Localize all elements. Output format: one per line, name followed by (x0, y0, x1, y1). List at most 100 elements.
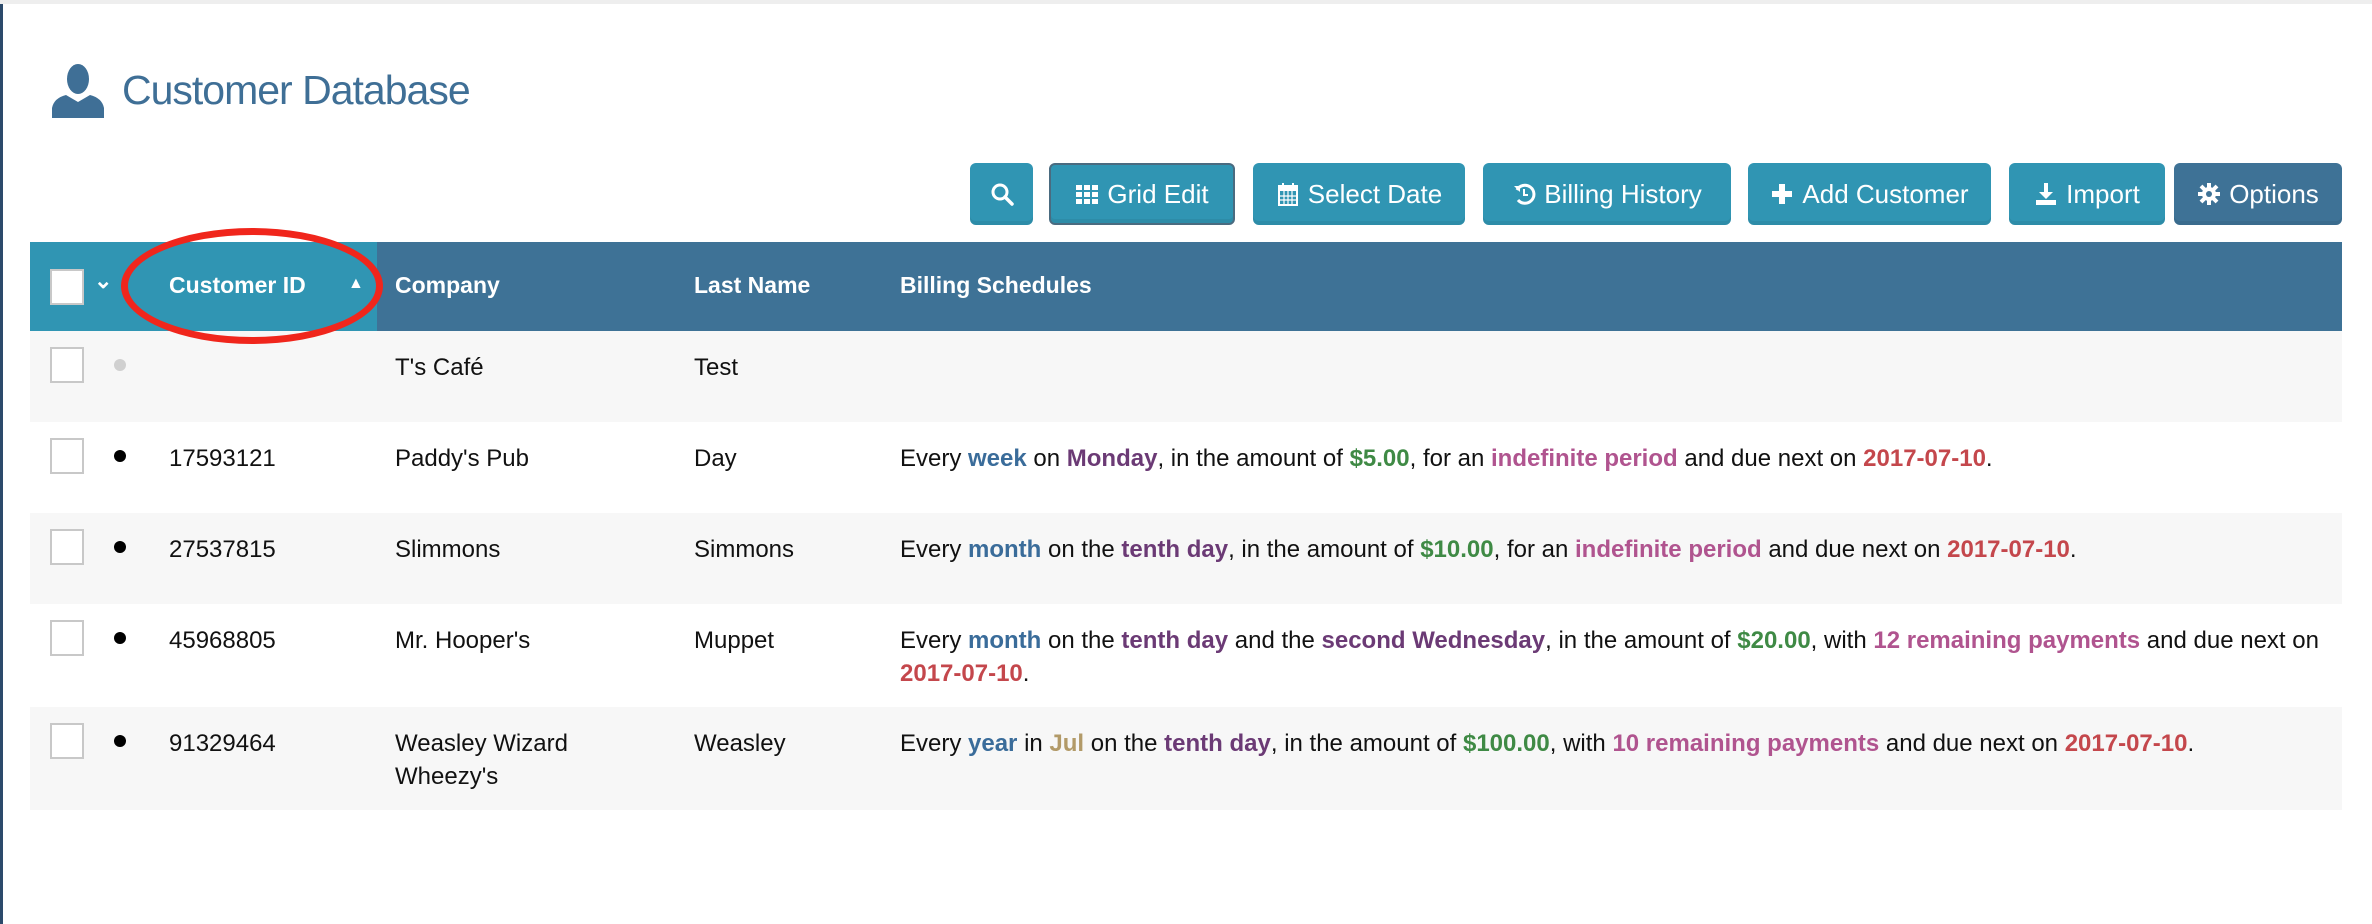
column-header-last-name[interactable]: Last Name (694, 272, 811, 298)
billing-day: Monday (1066, 445, 1158, 472)
annotation-circle (121, 228, 383, 344)
billing-date: 2017-07-10 (1863, 445, 1986, 472)
billing-text: . (1985, 445, 1993, 472)
left-border (0, 4, 3, 924)
table-body: T's Café Test 17593121 Paddy's Pub Day Every … (30, 331, 2342, 810)
row-checkbox[interactable] (50, 438, 84, 474)
billing-amount: $10.00 (1420, 536, 1494, 563)
billing-period: month (968, 627, 1042, 654)
table-row[interactable]: 27537815 Slimmons Simmons Every month on th… (30, 513, 2342, 604)
billing-text: on the (1084, 730, 1165, 757)
calendar-icon (1277, 183, 1298, 206)
status-dot (114, 359, 126, 371)
column-header-billing-schedules[interactable]: Billing Schedules (900, 272, 1092, 298)
billing-text: , for an (1493, 536, 1575, 563)
add-customer-label: Add Customer (1802, 178, 1969, 209)
options-button[interactable]: Options (2174, 163, 2342, 225)
billing-schedule-cell: Every month on the tenth day, in the amo… (900, 533, 2320, 566)
row-checkbox[interactable] (50, 723, 84, 759)
row-checkbox[interactable] (50, 347, 84, 383)
options-label: Options (2229, 178, 2319, 209)
billing-day: tenth day (1121, 536, 1229, 563)
import-label: Import (2066, 178, 2140, 209)
table-row[interactable]: 45968805 Mr. Hooper's Muppet Every month on… (30, 604, 2342, 707)
billing-text: and due next on (1761, 536, 1948, 563)
search-button[interactable] (970, 163, 1033, 225)
billing-text: , in the amount of (1228, 536, 1421, 563)
last-name-cell: Simmons (694, 536, 795, 563)
row-checkbox[interactable] (50, 620, 84, 656)
billing-date: 2017-07-10 (2064, 730, 2188, 757)
billing-text: , in the amount of (1545, 627, 1738, 654)
billing-history-label: Billing History (1544, 178, 1702, 209)
billing-text: and due next on (1677, 445, 1864, 472)
page-header: Customer Database (50, 62, 471, 118)
billing-text: Every (900, 730, 969, 757)
billing-day: second Wednesday (1321, 627, 1546, 654)
status-dot (114, 541, 126, 553)
toolbar: Grid Edit Select Date Billing History Ad… (0, 163, 2372, 225)
table-row[interactable]: 91329464 Weasley Wizard Wheezy's Weasley Ev… (30, 707, 2342, 810)
customer-table: ⌄ Customer ID ▲ Company Last Name Billin… (30, 242, 2342, 810)
billing-text: and due next on (2140, 627, 2319, 654)
grid-edit-label: Grid Edit (1107, 178, 1209, 209)
billing-text: , in the amount of (1270, 730, 1463, 757)
billing-history-button[interactable]: Billing History (1483, 163, 1731, 225)
billing-text: Every (900, 536, 969, 563)
plus-icon (1772, 184, 1793, 204)
billing-schedule-cell: Every week on Monday, in the amount of $… (900, 442, 2320, 475)
download-icon (2036, 183, 2057, 205)
status-dot (114, 735, 126, 747)
last-name-cell: Weasley (694, 730, 786, 757)
billing-text: on (1026, 445, 1067, 472)
billing-text: , with (1549, 730, 1613, 757)
billing-text: and due next on (1879, 730, 2065, 757)
billing-text: on the (1041, 627, 1122, 654)
billing-schedule-cell: Every month on the tenth day and the sec… (900, 624, 2320, 690)
select-date-button[interactable]: Select Date (1253, 163, 1465, 225)
status-dot (114, 632, 126, 644)
last-name-cell: Test (694, 354, 739, 381)
billing-text: . (2187, 730, 2195, 757)
billing-text: . (2069, 536, 2077, 563)
gear-icon (2198, 183, 2221, 205)
billing-text: , in the amount of (1157, 445, 1350, 472)
customer-id-cell: 17593121 (169, 445, 276, 472)
billing-term: 12 remaining payments (1873, 627, 2141, 654)
table-row[interactable]: 17593121 Paddy's Pub Day Every week on Mond… (30, 422, 2342, 513)
grid-icon (1076, 185, 1099, 204)
billing-amount: $5.00 (1349, 445, 1410, 472)
status-dot (114, 450, 126, 462)
billing-text: Every (900, 627, 969, 654)
billing-period: month (968, 536, 1042, 563)
row-checkbox[interactable] (50, 529, 84, 565)
company-cell: Weasley Wizard Wheezy's (395, 730, 568, 790)
company-cell: T's Café (395, 354, 484, 381)
company-cell: Paddy's Pub (395, 445, 530, 472)
billing-term: indefinite period (1574, 536, 1762, 563)
column-header-company[interactable]: Company (395, 272, 500, 298)
select-dropdown-chevron-icon[interactable]: ⌄ (94, 268, 113, 293)
import-button[interactable]: Import (2009, 163, 2165, 225)
grid-edit-button[interactable]: Grid Edit (1049, 163, 1235, 225)
last-name-cell: Muppet (694, 627, 775, 654)
billing-day: tenth day (1121, 627, 1229, 654)
table-row[interactable]: T's Café Test (30, 331, 2342, 422)
billing-term: indefinite period (1491, 445, 1678, 472)
billing-text: Every (900, 445, 969, 472)
billing-schedule-cell: Every year in Jul on the tenth day, in t… (900, 727, 2320, 760)
select-all-checkbox[interactable] (50, 269, 84, 305)
billing-text: . (1022, 660, 1030, 687)
billing-amount: $20.00 (1737, 627, 1811, 654)
billing-day: tenth day (1164, 730, 1271, 757)
billing-text: on the (1041, 536, 1122, 563)
page-title: Customer Database (122, 66, 471, 113)
customer-id-cell: 45968805 (169, 627, 276, 654)
add-customer-button[interactable]: Add Customer (1748, 163, 1991, 225)
billing-date: 2017-07-10 (900, 660, 1023, 687)
customer-id-cell: 27537815 (169, 536, 276, 563)
billing-text: in (1017, 730, 1050, 757)
customer-id-cell: 91329464 (169, 730, 276, 757)
company-cell: Mr. Hooper's (395, 627, 531, 654)
billing-text: and the (1228, 627, 1322, 654)
